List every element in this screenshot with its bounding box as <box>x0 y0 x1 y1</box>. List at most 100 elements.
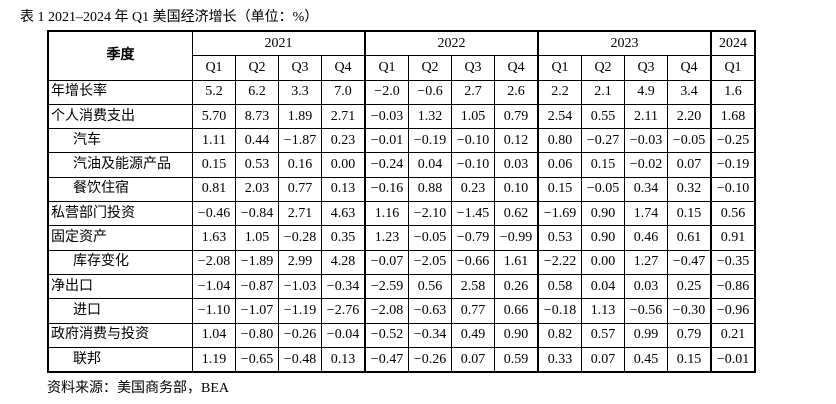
row-label: 个人消费支出 <box>47 103 193 130</box>
cell-value: 0.23 <box>321 128 366 154</box>
row-label: 汽车 <box>47 128 193 154</box>
cell-value: −0.48 <box>278 346 322 373</box>
cell-value: 4.28 <box>321 249 366 275</box>
cell-value: −0.27 <box>581 128 625 154</box>
cell-value: 2.03 <box>235 176 279 203</box>
table-title: 表 1 2021–2024 年 Q1 美国经济增长（单位：%） <box>20 10 319 25</box>
cell-value: 5.70 <box>192 103 236 130</box>
cell-value: 0.77 <box>451 298 495 324</box>
cell-value: 0.13 <box>321 346 366 373</box>
cell-value: 1.04 <box>192 322 236 348</box>
cell-value: −0.87 <box>235 273 279 300</box>
cell-value: 1.23 <box>364 225 409 251</box>
cell-value: −0.26 <box>278 322 322 348</box>
cell-value: 0.34 <box>624 176 668 203</box>
cell-value: 0.35 <box>321 225 366 251</box>
cell-value: 0.45 <box>624 346 668 373</box>
cell-value: 0.59 <box>494 346 539 373</box>
cell-value: 0.90 <box>581 225 625 251</box>
cell-value: 1.6 <box>710 79 756 105</box>
cell-value: 0.03 <box>624 273 668 300</box>
cell-value: −0.04 <box>321 322 366 348</box>
cell-value: 2.99 <box>278 249 322 275</box>
cell-value: 2.71 <box>321 103 366 130</box>
cell-value: 0.44 <box>235 128 279 154</box>
cell-value: 0.07 <box>451 346 495 373</box>
cell-value: −1.04 <box>192 273 236 300</box>
cell-value: 0.15 <box>192 152 236 178</box>
cell-value: 0.15 <box>667 346 712 373</box>
cell-value: −1.07 <box>235 298 279 324</box>
quarter-header: Q4 <box>321 55 366 81</box>
cell-value: −1.19 <box>278 298 322 324</box>
cell-value: −0.30 <box>667 298 712 324</box>
cell-value: 1.61 <box>494 249 539 275</box>
row-label: 政府消费与投资 <box>47 322 193 348</box>
cell-value: −0.65 <box>235 346 279 373</box>
cell-value: −0.07 <box>364 249 409 275</box>
cell-value: 0.81 <box>192 176 236 203</box>
cell-value: 1.16 <box>364 201 409 227</box>
cell-value: 1.11 <box>192 128 236 154</box>
data-row: 联邦 1.19 −0.65 −0.48 0.13 −0.47 −0.26 0.07 0.59 0.… <box>47 346 756 373</box>
cell-value: −0.05 <box>581 176 625 203</box>
year-header: 2024 <box>710 30 756 57</box>
data-row: 个人消费支出 5.70 8.73 1.89 2.71 −0.03 1.32 1.05 0.79 2… <box>47 103 756 130</box>
cell-value: 1.32 <box>408 103 452 130</box>
cell-value: −0.96 <box>710 298 756 324</box>
cell-value: −1.69 <box>537 201 582 227</box>
year-header: 2021 <box>192 30 366 57</box>
cell-value: −0.19 <box>408 128 452 154</box>
cell-value: −1.45 <box>451 201 495 227</box>
cell-value: −2.22 <box>537 249 582 275</box>
cell-value: 0.49 <box>451 322 495 348</box>
cell-value: 0.15 <box>581 152 625 178</box>
cell-value: 3.4 <box>667 79 712 105</box>
cell-value: 0.26 <box>494 273 539 300</box>
row-label: 年增长率 <box>47 79 193 105</box>
cell-value: 1.63 <box>192 225 236 251</box>
cell-value: 6.2 <box>235 79 279 105</box>
row-label: 餐饮住宿 <box>47 176 193 203</box>
cell-value: 1.27 <box>624 249 668 275</box>
cell-value: 2.1 <box>581 79 625 105</box>
cell-value: −2.05 <box>408 249 452 275</box>
row-label: 库存变化 <box>47 249 193 275</box>
cell-value: −0.79 <box>451 225 495 251</box>
cell-value: −0.16 <box>364 176 409 203</box>
cell-value: 2.58 <box>451 273 495 300</box>
cell-value: 1.19 <box>192 346 236 373</box>
cell-value: −0.80 <box>235 322 279 348</box>
cell-value: 0.25 <box>667 273 712 300</box>
cell-value: −0.35 <box>710 249 756 275</box>
quarter-header: Q3 <box>278 55 322 81</box>
cell-value: −0.34 <box>408 322 452 348</box>
quarter-header: Q1 <box>710 55 756 81</box>
cell-value: 2.54 <box>537 103 582 130</box>
cell-value: −0.86 <box>710 273 756 300</box>
cell-value: 4.63 <box>321 201 366 227</box>
cell-value: −1.03 <box>278 273 322 300</box>
cell-value: 0.33 <box>537 346 582 373</box>
cell-value: 1.68 <box>710 103 756 130</box>
cell-value: −0.01 <box>710 346 756 373</box>
source-note: 资料来源：美国商务部，BEA <box>47 381 229 397</box>
cell-value: 5.2 <box>192 79 236 105</box>
quarter-header: Q2 <box>408 55 452 81</box>
cell-value: 0.04 <box>581 273 625 300</box>
cell-value: −2.76 <box>321 298 366 324</box>
data-row: 政府消费与投资 1.04 −0.80 −0.26 −0.04 −0.52 −0.34 0.49… <box>47 322 756 348</box>
cell-value: −0.10 <box>710 176 756 203</box>
row-label: 进口 <box>47 298 193 324</box>
cell-value: 0.12 <box>494 128 539 154</box>
cell-value: −0.25 <box>710 128 756 154</box>
cell-value: 2.6 <box>494 79 539 105</box>
cell-value: 1.89 <box>278 103 322 130</box>
cell-value: −0.84 <box>235 201 279 227</box>
cell-value: 0.90 <box>494 322 539 348</box>
cell-value: −0.01 <box>364 128 409 154</box>
cell-value: −2.08 <box>192 249 236 275</box>
cell-value: 0.15 <box>667 201 712 227</box>
header-row: Q1 Q2 Q3 Q4 Q1 Q2 Q3 Q4 Q1 Q2 Q3 Q4 Q1 <box>48 55 756 81</box>
